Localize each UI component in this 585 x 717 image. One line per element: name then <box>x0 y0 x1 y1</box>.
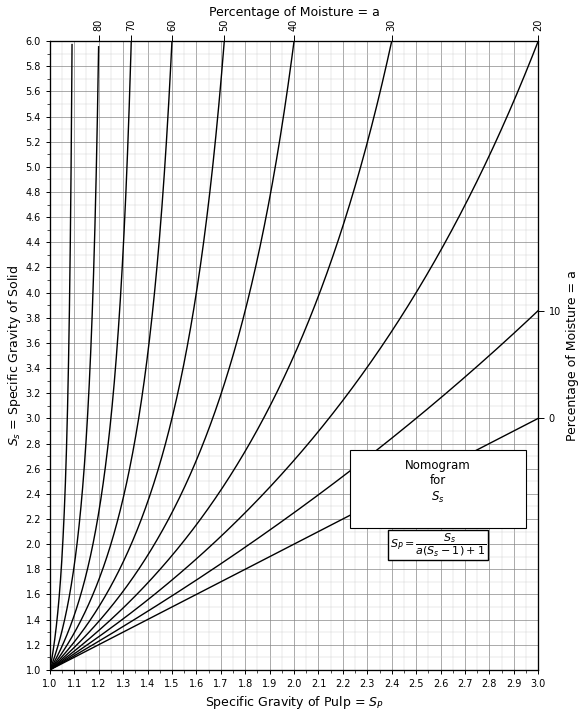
FancyBboxPatch shape <box>350 450 526 528</box>
Text: Nomogram
for
$S_s$: Nomogram for $S_s$ <box>405 464 471 510</box>
Y-axis label: $S_s$ = Specific Gravity of Solid: $S_s$ = Specific Gravity of Solid <box>5 265 23 446</box>
X-axis label: Percentage of Moisture = a: Percentage of Moisture = a <box>209 6 380 19</box>
X-axis label: Specific Gravity of Pulp = $S_P$: Specific Gravity of Pulp = $S_P$ <box>205 695 383 711</box>
Y-axis label: Percentage of Moisture = a: Percentage of Moisture = a <box>566 270 580 441</box>
Text: $S_P=\dfrac{S_s}{a(S_s-1)+1}$: $S_P=\dfrac{S_s}{a(S_s-1)+1}$ <box>390 531 486 559</box>
Text: Nomogram
for
$S_s$: Nomogram for $S_s$ <box>405 459 471 505</box>
